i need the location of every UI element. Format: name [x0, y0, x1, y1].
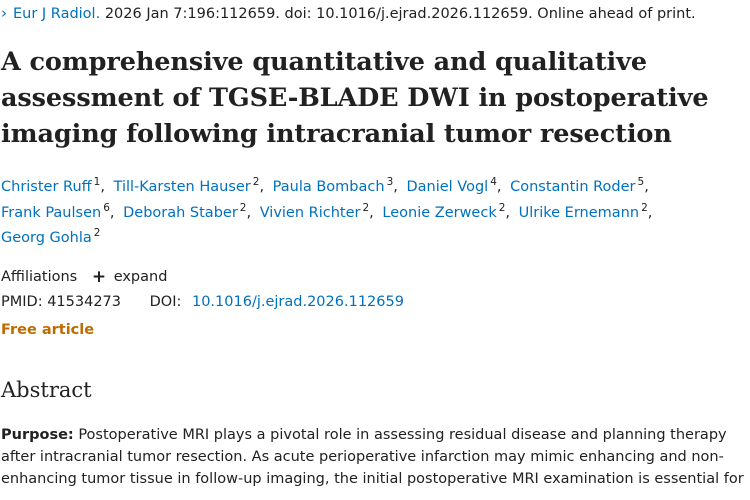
author-affiliation-number[interactable]: 2: [252, 176, 260, 189]
purpose-text: Postoperative MRI plays a pivotal role i…: [1, 427, 744, 487]
plus-icon[interactable]: +: [91, 267, 107, 287]
doi-label: DOI:: [149, 294, 182, 310]
affiliations-toggle[interactable]: Affiliations + expand: [1, 266, 168, 287]
author-link[interactable]: Constantin Roder: [510, 179, 636, 195]
author-link[interactable]: Vivien Richter: [259, 204, 361, 221]
journal-link[interactable]: Eur J Radiol.: [13, 6, 101, 22]
author-item: Daniel Vogl 4: [406, 176, 497, 195]
author-item: Constantin Roder 5: [510, 176, 645, 195]
author-affiliation-number[interactable]: 2: [362, 201, 370, 214]
author-affiliation-number[interactable]: 4: [490, 176, 497, 189]
author-affiliation-number[interactable]: 2: [239, 201, 247, 214]
author-link[interactable]: Leonie Zerweck: [382, 204, 497, 221]
author-item: Till-Karsten Hauser 2: [113, 176, 260, 195]
free-article-badge: Free article: [1, 322, 95, 338]
author-link[interactable]: Deborah Staber: [123, 204, 238, 221]
author-item: Leonie Zerweck 2: [382, 201, 506, 221]
chevron-right-icon[interactable]: ›: [1, 4, 7, 22]
author-list: Christer Ruff 1, Till-Karsten Hauser 2, Pa…: [1, 176, 653, 246]
author-item: Vivien Richter 2: [259, 201, 370, 221]
author-affiliation-number[interactable]: 1: [93, 176, 101, 189]
author-affiliation-number[interactable]: 2: [93, 227, 101, 240]
citation-line: › Eur J Radiol. 2026 Jan 7:196:112659. do…: [1, 4, 696, 22]
author-affiliation-number[interactable]: 2: [641, 201, 648, 214]
author-item: Frank Paulsen 6: [1, 201, 110, 221]
doi-link[interactable]: 10.1016/j.ejrad.2026.112659: [191, 294, 404, 310]
author-item: Georg Gohla 2: [1, 227, 101, 246]
author-link[interactable]: Till-Karsten Hauser: [113, 179, 251, 195]
author-link[interactable]: Frank Paulsen: [1, 204, 102, 221]
author-item: Christer Ruff 1: [1, 176, 101, 195]
expand-button[interactable]: expand: [113, 269, 168, 285]
abstract-heading: Abstract: [1, 378, 92, 402]
author-item: Deborah Staber 2: [123, 201, 247, 221]
author-item: Ulrike Ernemann 2: [518, 201, 648, 221]
pmid-value: 41534273: [47, 294, 122, 310]
article-ids: PMID: 41534273 DOI: 10.1016/j.ejrad.2026…: [1, 294, 404, 310]
author-link[interactable]: Ulrike Ernemann: [518, 204, 640, 221]
author-link[interactable]: Christer Ruff: [1, 179, 92, 195]
article-title: A comprehensive quantitative and qualita…: [1, 47, 709, 149]
affiliations-label: Affiliations: [1, 269, 78, 285]
author-link[interactable]: Georg Gohla: [1, 230, 92, 246]
author-affiliation-number[interactable]: 6: [103, 201, 110, 214]
pmid-label: PMID:: [1, 294, 43, 310]
author-link[interactable]: Daniel Vogl: [406, 179, 489, 195]
citation-details: 2026 Jan 7:196:112659. doi: 10.1016/j.ej…: [104, 6, 696, 22]
author-affiliation-number[interactable]: 3: [386, 176, 394, 189]
author-item: Paula Bombach 3: [272, 176, 394, 195]
purpose-label: Purpose:: [1, 427, 74, 443]
abstract-paragraph: Purpose: Postoperative MRI plays a pivot…: [1, 424, 750, 490]
author-affiliation-number[interactable]: 5: [637, 176, 645, 189]
author-link[interactable]: Paula Bombach: [272, 179, 385, 195]
author-affiliation-number[interactable]: 2: [498, 201, 506, 214]
